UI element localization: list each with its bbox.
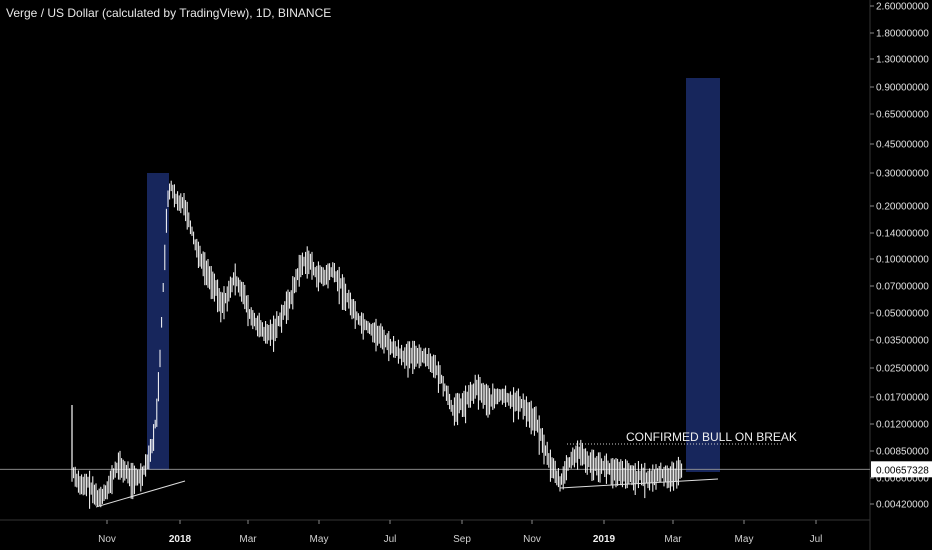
support-trendline-2017: [95, 480, 186, 508]
current-price-tag-label: 0.00657328: [876, 465, 929, 476]
x-tick-label: Mar: [239, 534, 257, 545]
y-tick-label: 0.03500000: [876, 336, 929, 347]
y-tick-label: 0.30000000: [876, 169, 929, 180]
y-tick-label: 0.07000000: [876, 282, 929, 293]
y-tick-label: 0.65000000: [876, 110, 929, 121]
y-tick-label: 0.14000000: [876, 229, 929, 240]
y-tick-label: 0.00850000: [876, 447, 929, 458]
y-tick-label: 0.01700000: [876, 393, 929, 404]
x-tick-label: 2018: [169, 534, 192, 545]
y-tick-label: 1.80000000: [876, 29, 929, 40]
chart-title: Verge / US Dollar (calculated by Trading…: [6, 6, 332, 20]
annotation-text: CONFIRMED BULL ON BREAK: [626, 430, 797, 444]
y-tick-label: 0.00600000: [876, 474, 929, 485]
y-tick-label: 0.90000000: [876, 83, 929, 94]
y-tick-label: 0.20000000: [876, 202, 929, 213]
y-tick-label: 0.10000000: [876, 255, 929, 266]
x-tick-label: 2019: [593, 534, 616, 545]
y-tick-label: 0.45000000: [876, 140, 929, 151]
x-tick-label: Jul: [810, 534, 823, 545]
y-tick-label: 1.30000000: [876, 55, 929, 66]
x-tick-label: Mar: [664, 534, 682, 545]
highlight-box-2017: [147, 173, 169, 470]
highlight-box-2019: [686, 78, 720, 472]
x-tick-label: Sep: [453, 534, 471, 545]
x-tick-label: Jul: [384, 534, 397, 545]
x-tick-label: Nov: [523, 534, 541, 545]
y-tick-label: 0.05000000: [876, 309, 929, 320]
current-price-tag: [871, 461, 932, 478]
x-tick-label: May: [310, 534, 329, 545]
x-tick-label: May: [735, 534, 754, 545]
support-trendline-2019: [559, 478, 719, 489]
x-tick-label: Nov: [98, 534, 116, 545]
y-tick-label: 0.01200000: [876, 420, 929, 431]
y-tick-label: 0.02500000: [876, 364, 929, 375]
y-tick-label: 0.00420000: [876, 500, 929, 511]
y-tick-label: 2.60000000: [876, 2, 929, 13]
